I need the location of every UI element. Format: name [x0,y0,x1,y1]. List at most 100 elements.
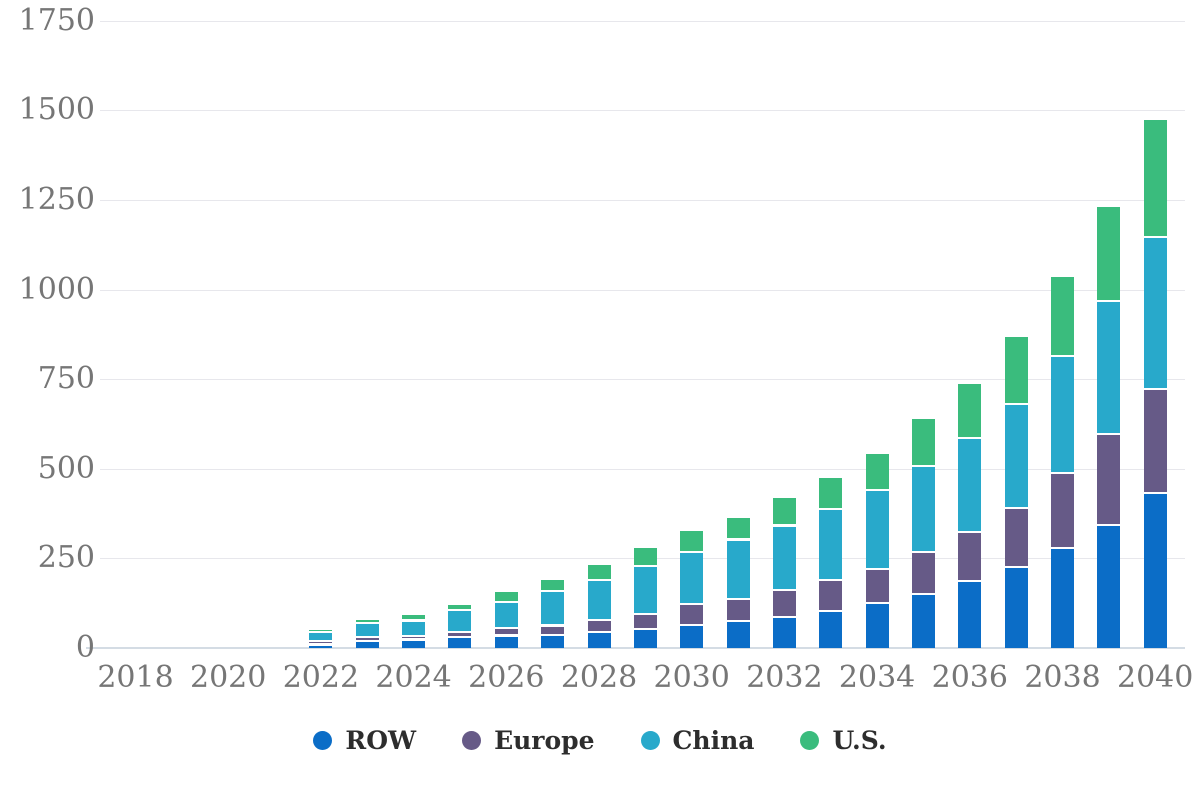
bar-2027-china [541,592,565,627]
row-legend-label: ROW [345,726,417,755]
y-tick-label-0: 0 [75,630,95,665]
bar-2031-europe [726,600,750,623]
bar-2032-us [772,497,796,527]
legend-item-china: China [640,726,755,755]
bar-2025-europe [448,632,472,638]
bar-2037-europe [1004,508,1028,568]
bar-2022-china [309,633,333,642]
bar-2029-europe [633,614,657,631]
us-legend-swatch [800,731,820,750]
legend-item-us: U.S. [800,726,887,755]
gridline-1250 [100,200,1185,201]
legend-item-row: ROW [313,728,416,753]
bar-2030-row [680,626,704,648]
bar-2040-us [1143,119,1167,238]
bar-2033-us [819,478,843,510]
bar-2036-europe [958,533,982,582]
bar-2030-europe [680,605,704,627]
bar-2029-us [633,548,657,567]
x-tick-label-2036: 2036 [931,660,1008,695]
bar-2037-us [1004,336,1028,405]
bar-2026-us [494,592,518,604]
bar-2040-row [1143,494,1167,648]
bar-2028-row [587,633,611,648]
x-tick-label-2032: 2032 [746,660,823,695]
bar-2030-china [680,553,704,606]
bar-2023-europe [355,638,379,642]
gridline-1500 [100,110,1185,111]
bar-2022-us [309,630,333,634]
chart-legend: ROW Europe China U.S. [0,728,1200,753]
bar-2033-europe [819,581,843,613]
bar-2026-europe [494,628,518,637]
bar-2034-row [865,603,889,648]
legend-item-europe: Europe [462,726,595,755]
gridline-500 [100,469,1185,470]
x-tick-label-2030: 2030 [653,660,730,695]
bar-2038-row [1051,548,1074,648]
bar-2024-us [402,614,426,622]
bar-2031-us [726,518,750,541]
bar-2035-row [912,595,935,648]
x-tick-label-2024: 2024 [375,660,452,695]
bar-2026-china [494,603,518,629]
bar-2029-china [633,566,657,615]
bar-2033-china [819,509,843,582]
x-tick-label-2026: 2026 [468,660,545,695]
bar-2035-us [912,419,935,467]
bar-2034-europe [865,569,889,604]
bar-2036-row [958,582,982,648]
y-tick-label-1000: 1000 [18,271,95,307]
bar-2023-us [355,620,379,624]
us-legend-label: U.S. [832,726,887,755]
europe-legend-label: Europe [494,726,595,755]
bar-2040-china [1143,237,1167,390]
bar-2031-row [726,622,750,648]
y-tick-label-1500: 1500 [18,92,95,128]
y-tick-label-500: 500 [37,450,95,486]
x-tick-label-2018: 2018 [97,660,174,695]
bar-2034-us [865,454,889,492]
bar-2040-europe [1143,390,1167,495]
bar-2028-us [587,564,611,582]
bar-2027-europe [541,626,565,637]
bar-2024-europe [402,636,426,641]
y-tick-label-1750: 1750 [18,2,95,38]
bar-2029-row [633,630,657,648]
x-tick-label-2028: 2028 [560,660,638,695]
bar-2039-china [1097,302,1121,435]
bar-2038-europe [1051,473,1074,549]
gridline-750 [100,379,1185,380]
bar-2032-china [772,526,796,591]
bar-2036-china [958,439,982,534]
bar-2025-china [448,611,472,633]
x-axis-baseline [86,647,1185,649]
x-tick-label-2020: 2020 [190,660,267,695]
gridline-1750 [100,21,1185,22]
bar-2022-row [309,645,333,648]
bar-2028-china [587,581,611,621]
bar-2024-china [402,621,426,637]
gridline-1000 [100,290,1185,291]
china-legend-label: China [672,726,755,755]
y-tick-label-750: 750 [37,361,95,397]
bar-2022-europe [309,641,333,646]
bar-2026-row [494,636,518,648]
bar-2037-china [1004,404,1028,509]
row-legend-swatch [313,731,333,750]
bar-2039-europe [1097,434,1121,527]
bar-2039-us [1097,206,1121,303]
china-legend-swatch [640,731,660,750]
y-tick-label-1250: 1250 [18,182,95,217]
bar-2036-us [958,383,982,440]
bar-2034-china [865,491,889,570]
x-tick-label-2038: 2038 [1024,660,1101,695]
bar-2032-europe [772,590,796,619]
bar-2023-row [355,641,379,648]
bar-2025-us [448,604,472,612]
europe-legend-swatch [462,731,482,750]
y-tick-label-250: 250 [37,540,95,576]
bar-2027-us [541,579,565,593]
bar-2024-row [402,640,426,648]
